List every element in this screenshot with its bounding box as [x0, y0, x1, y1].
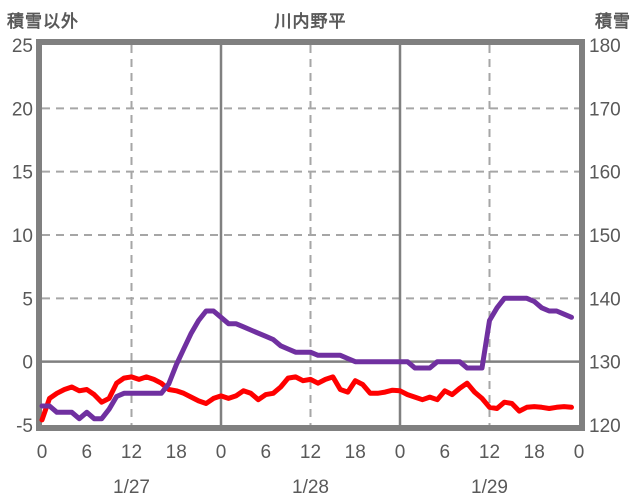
right-axis-tick-label: 170 [589, 99, 621, 120]
series-line-sekisetsu [39, 295, 574, 422]
x-axis-tick-label: 0 [395, 442, 406, 463]
x-axis-tick-label: 6 [81, 442, 92, 463]
x-axis-date-label: 1/27 [113, 477, 150, 498]
left-axis-tick-label: 15 [12, 163, 33, 184]
left-axis-title: 積雪以外 [7, 12, 79, 31]
x-axis-tick-label: 12 [479, 442, 500, 463]
left-axis-tick-label: -5 [16, 416, 33, 437]
right-axis-tick-label: 130 [589, 353, 621, 374]
right-axis-tick-label: 160 [589, 163, 621, 184]
right-axis-tick-label: 150 [589, 226, 621, 247]
x-axis-tick-label: 18 [345, 442, 366, 463]
left-axis-tick-label: 20 [12, 99, 33, 120]
right-axis-tick-label: 180 [589, 36, 621, 57]
left-axis-tick-label: 5 [22, 289, 33, 310]
right-axis-tick-label: 140 [589, 289, 621, 310]
right-axis-tick-label: 120 [589, 416, 621, 437]
series-line-sekisetsu-igai [39, 374, 574, 423]
x-axis-tick-label: 0 [37, 442, 48, 463]
x-axis-tick-label: 12 [121, 442, 142, 463]
left-axis-tick-label: 10 [12, 226, 33, 247]
right-axis-title: 積雪 [595, 12, 631, 31]
x-axis-tick-label: 12 [300, 442, 321, 463]
left-axis-tick-label: 25 [12, 36, 33, 57]
x-axis-tick-label: 18 [524, 442, 545, 463]
x-axis-date-label: 1/29 [471, 477, 508, 498]
plot-border [36, 39, 585, 431]
chart-title: 川内野平 [274, 12, 347, 31]
x-axis-tick-label: 6 [260, 442, 271, 463]
x-axis-date-label: 1/28 [292, 477, 329, 498]
x-axis-tick-label: 18 [166, 442, 187, 463]
x-axis-tick-label: 6 [439, 442, 450, 463]
x-axis-tick-label: 0 [216, 442, 227, 463]
x-axis-tick-label: 0 [574, 442, 585, 463]
left-axis-tick-label: 0 [22, 353, 33, 374]
